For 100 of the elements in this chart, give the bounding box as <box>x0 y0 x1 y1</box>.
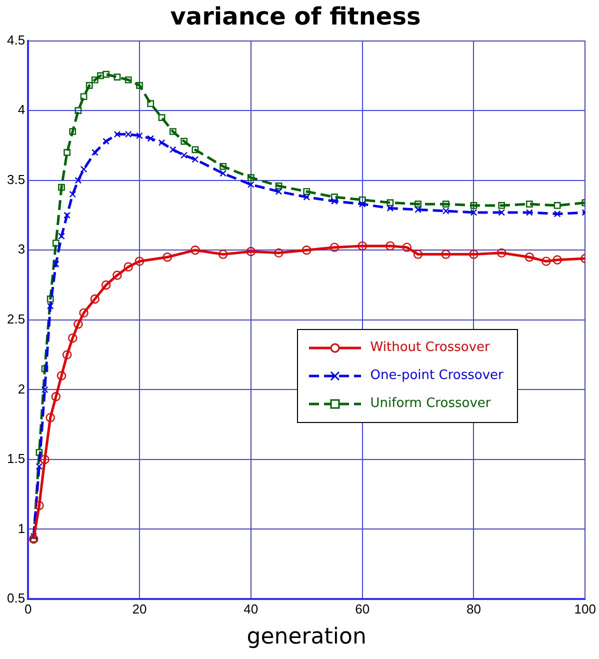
point <box>542 256 551 266</box>
point <box>470 209 478 216</box>
point <box>97 72 104 80</box>
point <box>469 250 478 259</box>
point <box>91 76 98 84</box>
legend-label: One-point Crossover <box>370 368 504 384</box>
point <box>358 200 366 208</box>
point <box>46 412 55 422</box>
y-tick-label: 3 <box>18 242 26 257</box>
point <box>220 170 226 177</box>
point <box>91 149 98 156</box>
y-tick-label: 2 <box>18 381 26 396</box>
point <box>52 240 60 247</box>
point <box>414 200 422 208</box>
point <box>358 196 366 204</box>
point <box>386 204 394 212</box>
point <box>358 241 367 251</box>
point <box>158 114 166 121</box>
point <box>51 392 61 402</box>
point <box>386 199 394 206</box>
point <box>68 333 78 343</box>
point <box>331 198 338 205</box>
point <box>114 130 121 138</box>
point <box>414 206 422 214</box>
point <box>218 250 228 259</box>
point <box>442 200 450 208</box>
point <box>275 188 282 195</box>
point <box>470 202 478 209</box>
point <box>496 248 506 258</box>
point <box>192 156 199 163</box>
point <box>402 242 412 252</box>
point <box>526 200 533 208</box>
point <box>124 262 133 272</box>
point <box>56 371 66 380</box>
point <box>41 386 48 394</box>
point <box>79 308 88 318</box>
point <box>86 82 93 89</box>
point <box>41 365 48 372</box>
point <box>147 100 154 108</box>
point <box>554 202 561 209</box>
y-tick-label: 1 <box>18 520 26 536</box>
x-tick-label: 20 <box>132 601 147 616</box>
x-tick-label: 40 <box>244 601 258 616</box>
point <box>80 166 88 173</box>
point <box>275 182 282 190</box>
point <box>46 296 54 302</box>
point <box>526 209 533 216</box>
point <box>442 208 450 214</box>
legend-label: Uniform Crossover <box>370 396 491 412</box>
x-axis-title: generation <box>246 624 366 650</box>
y-tick-label: 3.5 <box>6 172 26 187</box>
point <box>190 246 200 255</box>
point <box>302 246 312 255</box>
point <box>386 241 395 251</box>
point <box>36 463 43 470</box>
point <box>112 270 122 280</box>
point <box>74 319 83 329</box>
point <box>74 176 82 184</box>
point <box>64 212 70 219</box>
point <box>524 252 534 262</box>
point <box>441 250 450 259</box>
x-tick-label: 60 <box>355 601 370 616</box>
point <box>124 130 132 138</box>
y-tick-label: 0.5 <box>6 590 26 606</box>
y-tick-label: 4 <box>18 102 26 118</box>
point <box>30 532 38 540</box>
point <box>136 82 143 89</box>
point <box>52 260 60 268</box>
point <box>147 135 154 142</box>
point <box>192 146 199 154</box>
point <box>498 209 506 216</box>
point <box>46 302 54 310</box>
point <box>331 194 338 201</box>
point <box>247 174 254 181</box>
point <box>158 139 166 146</box>
point <box>247 181 254 188</box>
point <box>80 93 88 100</box>
point <box>162 252 172 262</box>
point <box>180 152 188 159</box>
point <box>101 280 111 290</box>
point <box>220 162 226 170</box>
point <box>114 74 121 81</box>
y-tick-label: 1.5 <box>6 451 26 466</box>
point <box>124 76 132 84</box>
point <box>303 194 310 201</box>
point <box>169 146 176 154</box>
point <box>554 210 561 218</box>
point <box>40 454 50 464</box>
point <box>58 184 65 191</box>
point <box>246 246 256 256</box>
y-tick-label: 2.5 <box>6 311 26 326</box>
point <box>552 255 562 264</box>
x-tick-label: 100 <box>574 601 596 616</box>
point <box>69 128 76 135</box>
point <box>413 250 423 259</box>
point <box>498 202 506 209</box>
point <box>102 70 110 78</box>
chart-title: variance of fitness <box>170 2 421 31</box>
point <box>36 449 43 456</box>
x-tick-label: 0 <box>24 601 32 616</box>
